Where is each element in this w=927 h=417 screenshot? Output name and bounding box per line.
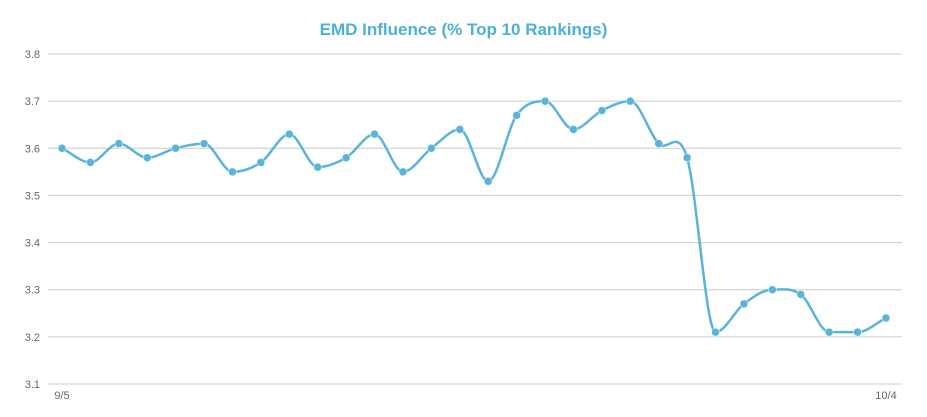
data-point (171, 144, 180, 153)
y-tick-label: 3.3 (25, 285, 40, 297)
data-point (512, 111, 521, 120)
data-point (654, 139, 663, 148)
chart-title: EMD Influence (% Top 10 Rankings) (319, 20, 608, 39)
y-tick-label: 3.7 (25, 96, 40, 108)
data-point (881, 313, 891, 323)
y-tick-label: 3.5 (25, 190, 40, 202)
y-tick-label: 3.8 (25, 49, 40, 61)
data-point (228, 167, 237, 177)
data-point (626, 96, 635, 106)
x-tick-label: 9/5 (54, 390, 69, 402)
data-point (427, 144, 436, 153)
data-point (569, 125, 578, 134)
y-tick-label: 3.6 (25, 143, 40, 155)
data-point (483, 177, 493, 186)
data-point (199, 139, 209, 148)
y-tick-label: 3.4 (25, 238, 40, 250)
x-tick-label: 10/4 (875, 390, 896, 402)
data-point (768, 285, 777, 294)
data-point (853, 327, 862, 337)
data-point (256, 158, 266, 167)
series-line (60, 99, 888, 334)
data-point (142, 153, 152, 162)
data-point (597, 106, 607, 115)
data-point (313, 162, 322, 172)
data-point (341, 153, 351, 162)
y-tick-label: 3.1 (25, 379, 40, 391)
y-tick-label: 3.2 (25, 332, 40, 344)
data-point (540, 96, 550, 106)
data-point (114, 139, 124, 148)
data-point (824, 327, 834, 337)
data-point (398, 167, 408, 177)
data-point (682, 153, 692, 162)
data-point (370, 129, 379, 139)
data-point (796, 290, 806, 299)
data-point (57, 144, 67, 153)
data-point (86, 158, 95, 167)
data-point (711, 327, 720, 337)
data-point (285, 129, 294, 139)
data-point (455, 125, 465, 134)
data-point (739, 299, 749, 309)
